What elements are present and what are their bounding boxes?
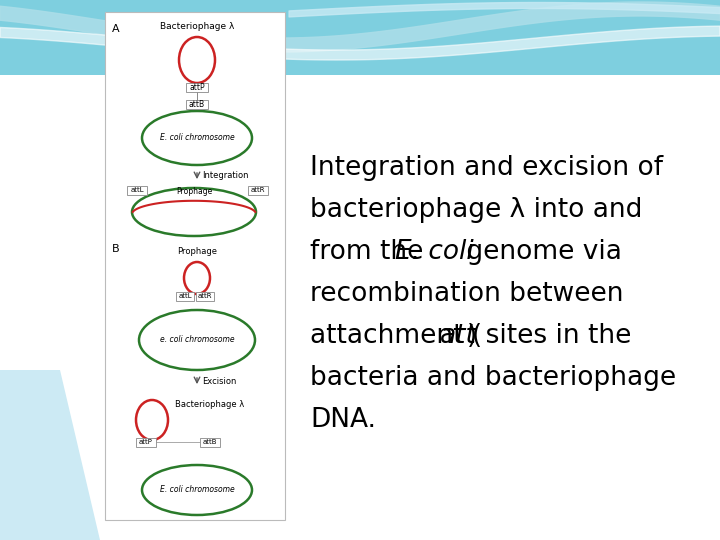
Text: attachment (: attachment ( bbox=[310, 323, 482, 349]
Ellipse shape bbox=[142, 111, 252, 165]
Bar bbox=[0, 0, 720, 75]
FancyBboxPatch shape bbox=[196, 292, 214, 301]
FancyBboxPatch shape bbox=[248, 186, 268, 195]
Ellipse shape bbox=[184, 262, 210, 294]
Text: E. coli: E. coli bbox=[395, 239, 474, 265]
FancyBboxPatch shape bbox=[186, 100, 208, 109]
Text: ) sites in the: ) sites in the bbox=[467, 323, 631, 349]
Polygon shape bbox=[0, 370, 100, 540]
Text: attL: attL bbox=[178, 294, 192, 300]
Text: attB: attB bbox=[189, 100, 205, 109]
Text: A: A bbox=[112, 24, 120, 34]
Text: DNA.: DNA. bbox=[310, 407, 376, 433]
Ellipse shape bbox=[142, 465, 252, 515]
FancyBboxPatch shape bbox=[127, 186, 147, 195]
Text: attP: attP bbox=[189, 83, 204, 92]
Text: Excision: Excision bbox=[202, 376, 236, 386]
Text: bacteria and bacteriophage: bacteria and bacteriophage bbox=[310, 365, 676, 391]
Text: B: B bbox=[112, 244, 120, 254]
Text: attB: attB bbox=[203, 440, 217, 445]
Ellipse shape bbox=[139, 310, 255, 370]
Text: E. coli chromosome: E. coli chromosome bbox=[160, 485, 235, 495]
Text: recombination between: recombination between bbox=[310, 281, 624, 307]
Text: e. coli chromosome: e. coli chromosome bbox=[160, 335, 234, 345]
Text: bacteriophage λ into and: bacteriophage λ into and bbox=[310, 197, 642, 223]
Text: from the: from the bbox=[310, 239, 432, 265]
Text: attR: attR bbox=[198, 294, 212, 300]
Text: Integration: Integration bbox=[202, 172, 248, 180]
Text: attL: attL bbox=[130, 187, 144, 193]
Text: E. coli chromosome: E. coli chromosome bbox=[160, 133, 235, 143]
Text: attP: attP bbox=[139, 440, 153, 445]
Text: Bacteriophage λ: Bacteriophage λ bbox=[176, 400, 245, 409]
Ellipse shape bbox=[136, 400, 168, 440]
Text: Integration and excision of: Integration and excision of bbox=[310, 155, 663, 181]
FancyBboxPatch shape bbox=[200, 438, 220, 447]
FancyBboxPatch shape bbox=[105, 12, 285, 520]
Text: genome via: genome via bbox=[458, 239, 622, 265]
FancyBboxPatch shape bbox=[136, 438, 156, 447]
Text: Prophage: Prophage bbox=[176, 187, 212, 197]
Text: Bacteriophage λ: Bacteriophage λ bbox=[160, 22, 234, 31]
Text: att: att bbox=[440, 323, 477, 349]
Ellipse shape bbox=[179, 37, 215, 83]
Text: attR: attR bbox=[251, 187, 265, 193]
Ellipse shape bbox=[132, 188, 256, 236]
FancyBboxPatch shape bbox=[186, 83, 208, 92]
FancyBboxPatch shape bbox=[176, 292, 194, 301]
Text: Prophage: Prophage bbox=[177, 247, 217, 256]
